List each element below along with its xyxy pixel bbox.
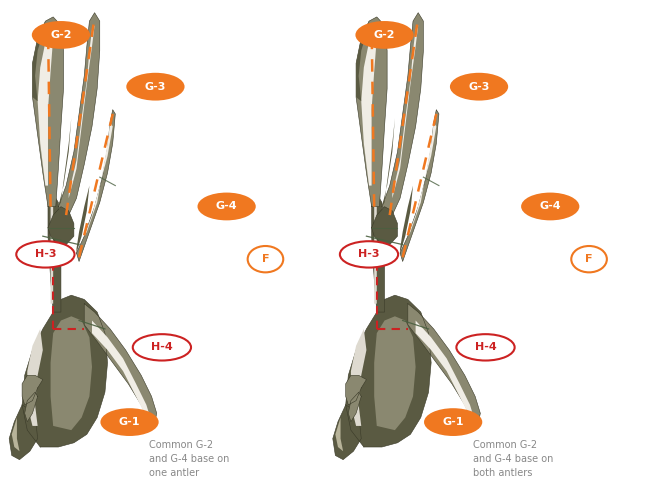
- Polygon shape: [346, 295, 431, 447]
- Ellipse shape: [340, 241, 398, 267]
- Polygon shape: [346, 375, 367, 405]
- Polygon shape: [51, 203, 53, 304]
- Ellipse shape: [456, 334, 515, 361]
- Polygon shape: [374, 316, 415, 430]
- Polygon shape: [84, 304, 157, 426]
- Text: G-1: G-1: [443, 417, 464, 427]
- Ellipse shape: [32, 21, 90, 49]
- Ellipse shape: [248, 246, 283, 272]
- Polygon shape: [356, 21, 369, 101]
- Text: G-4: G-4: [540, 202, 561, 211]
- Ellipse shape: [198, 193, 255, 221]
- Polygon shape: [32, 17, 64, 206]
- Polygon shape: [48, 194, 61, 312]
- Text: F: F: [262, 254, 269, 264]
- Polygon shape: [84, 122, 112, 236]
- Polygon shape: [400, 185, 413, 253]
- Text: Common G-2
and G-4 base on
one antler: Common G-2 and G-4 base on one antler: [149, 440, 229, 478]
- Text: G-2: G-2: [374, 30, 395, 40]
- Text: G-3: G-3: [145, 81, 166, 92]
- Polygon shape: [372, 206, 398, 244]
- Ellipse shape: [16, 241, 75, 267]
- Polygon shape: [335, 418, 343, 451]
- Polygon shape: [356, 17, 387, 206]
- Polygon shape: [27, 329, 43, 426]
- Polygon shape: [12, 418, 20, 451]
- Text: H-4: H-4: [151, 343, 173, 352]
- Polygon shape: [22, 295, 107, 447]
- Polygon shape: [415, 321, 473, 418]
- Ellipse shape: [126, 73, 185, 101]
- Polygon shape: [393, 25, 418, 198]
- Text: G-3: G-3: [469, 81, 489, 92]
- Polygon shape: [32, 21, 46, 101]
- Polygon shape: [348, 392, 361, 422]
- Ellipse shape: [424, 408, 482, 436]
- Polygon shape: [382, 13, 423, 215]
- Ellipse shape: [133, 334, 191, 361]
- Text: G-4: G-4: [216, 202, 237, 211]
- Polygon shape: [58, 13, 99, 215]
- Polygon shape: [51, 316, 92, 430]
- Text: H-4: H-4: [474, 343, 497, 352]
- Text: H-3: H-3: [358, 249, 380, 260]
- Polygon shape: [77, 110, 115, 262]
- Text: G-1: G-1: [119, 417, 140, 427]
- Polygon shape: [48, 206, 74, 244]
- Polygon shape: [9, 405, 38, 460]
- Polygon shape: [77, 185, 90, 253]
- Text: F: F: [585, 254, 593, 264]
- Polygon shape: [333, 405, 361, 460]
- Polygon shape: [38, 30, 53, 185]
- Polygon shape: [382, 118, 395, 206]
- Polygon shape: [372, 194, 385, 312]
- Text: G-2: G-2: [50, 30, 72, 40]
- Ellipse shape: [450, 73, 508, 101]
- Polygon shape: [400, 110, 439, 262]
- Ellipse shape: [100, 408, 159, 436]
- Ellipse shape: [521, 193, 579, 221]
- Ellipse shape: [356, 21, 413, 49]
- Polygon shape: [374, 203, 377, 304]
- Polygon shape: [58, 118, 72, 206]
- Polygon shape: [69, 25, 95, 198]
- Polygon shape: [25, 392, 38, 422]
- Text: Common G-2
and G-4 base on
both antlers: Common G-2 and G-4 base on both antlers: [473, 440, 553, 478]
- Polygon shape: [351, 329, 367, 426]
- Polygon shape: [92, 321, 149, 418]
- Polygon shape: [22, 375, 43, 405]
- Polygon shape: [361, 30, 377, 185]
- Text: H-3: H-3: [34, 249, 56, 260]
- Polygon shape: [408, 122, 436, 236]
- Ellipse shape: [571, 246, 607, 272]
- Polygon shape: [408, 304, 480, 426]
